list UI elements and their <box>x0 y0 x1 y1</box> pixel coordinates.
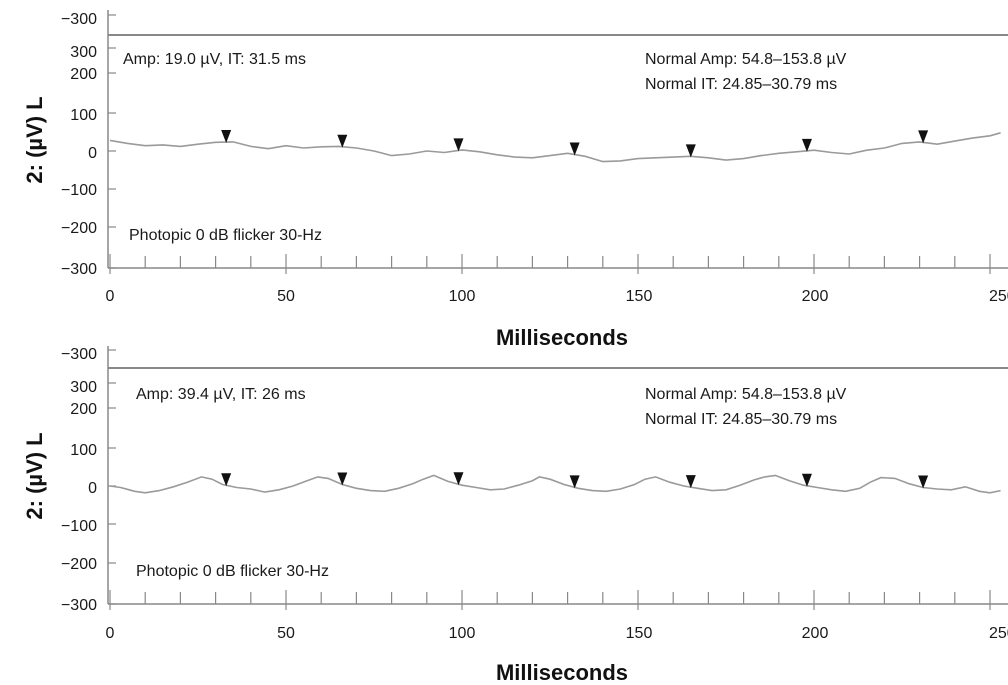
peak-markers <box>221 130 929 158</box>
peak-marker-icon <box>801 138 812 152</box>
erg-trace <box>109 132 1001 163</box>
y-ticks <box>108 14 116 269</box>
normal-amp-range: Normal Amp: 54.8–153.8 µV <box>645 51 847 68</box>
peak-marker-icon <box>918 130 929 144</box>
y-tick-label: 200 <box>70 401 97 418</box>
peak-markers <box>221 472 929 489</box>
erg-trace <box>109 474 1001 494</box>
y-tick-label: −300 <box>61 261 97 278</box>
x-axis-title: Milliseconds <box>496 660 628 685</box>
peak-marker-icon <box>337 472 348 486</box>
peak-marker-icon <box>685 144 696 158</box>
x-tick-label: 200 <box>802 625 829 642</box>
chart-panel-bottom: −300 300 200 100 0 −100 −200 −300 0 50 1… <box>22 346 1008 685</box>
x-tick-label: 50 <box>277 625 295 642</box>
peak-marker-icon <box>569 475 580 489</box>
y-ticks <box>108 349 116 605</box>
plot-frame <box>108 368 1008 604</box>
x-tick-label: 150 <box>626 288 653 305</box>
peak-marker-icon <box>801 473 812 487</box>
x-tick-label: 100 <box>449 288 476 305</box>
peak-marker-icon <box>337 134 348 148</box>
protocol-label: Photopic 0 dB flicker 30-Hz <box>136 563 329 580</box>
peak-marker-icon <box>918 475 929 489</box>
x-tick-label: 200 <box>802 288 829 305</box>
y-tick-label: 100 <box>70 442 97 459</box>
peak-marker-icon <box>569 142 580 156</box>
y-axis-title: 2: (µV) L <box>22 432 47 519</box>
protocol-label: Photopic 0 dB flicker 30-Hz <box>129 227 322 244</box>
x-tick-label: 100 <box>449 625 476 642</box>
y-tick-label: −300 <box>61 597 97 614</box>
y-tick-label: 200 <box>70 66 97 83</box>
y-tick-label: −200 <box>61 220 97 237</box>
y-tick-label: 300 <box>70 379 97 396</box>
normal-it-range: Normal IT: 24.85–30.79 ms <box>645 411 837 428</box>
y-tick-label: −100 <box>61 182 97 199</box>
peak-marker-icon <box>221 473 232 487</box>
y-tick-label: 0 <box>88 145 97 162</box>
x-tick-label: 0 <box>106 625 115 642</box>
y-tick-label: 0 <box>88 480 97 497</box>
normal-amp-range: Normal Amp: 54.8–153.8 µV <box>645 386 847 403</box>
x-tick-label: 250 <box>989 625 1008 642</box>
y-axis-title: 2: (µV) L <box>22 96 47 183</box>
peak-marker-icon <box>453 472 464 486</box>
x-ticks <box>109 590 991 610</box>
peak-marker-icon <box>221 130 232 144</box>
chart-panel-top: −300 300 200 100 0 −100 −200 −300 0 50 1… <box>22 10 1008 350</box>
y-tick-label: 300 <box>70 44 97 61</box>
peak-marker-icon <box>453 138 464 152</box>
x-axis-title: Milliseconds <box>496 325 628 350</box>
amplitude-readout: Amp: 19.0 µV, IT: 31.5 ms <box>123 51 306 68</box>
x-tick-label: 150 <box>626 625 653 642</box>
y-tick-label: −200 <box>61 556 97 573</box>
peak-marker-icon <box>685 475 696 489</box>
y-tick-label: −100 <box>61 518 97 535</box>
amplitude-readout: Amp: 39.4 µV, IT: 26 ms <box>136 386 306 403</box>
y-tick-label: −300 <box>61 346 97 363</box>
plot-frame <box>108 35 1008 267</box>
x-tick-label: 50 <box>277 288 295 305</box>
y-tick-label: 100 <box>70 107 97 124</box>
x-tick-label: 250 <box>989 288 1008 305</box>
normal-it-range: Normal IT: 24.85–30.79 ms <box>645 76 837 93</box>
x-ticks <box>109 254 991 274</box>
y-tick-label: −300 <box>61 11 97 28</box>
x-tick-label: 0 <box>106 288 115 305</box>
